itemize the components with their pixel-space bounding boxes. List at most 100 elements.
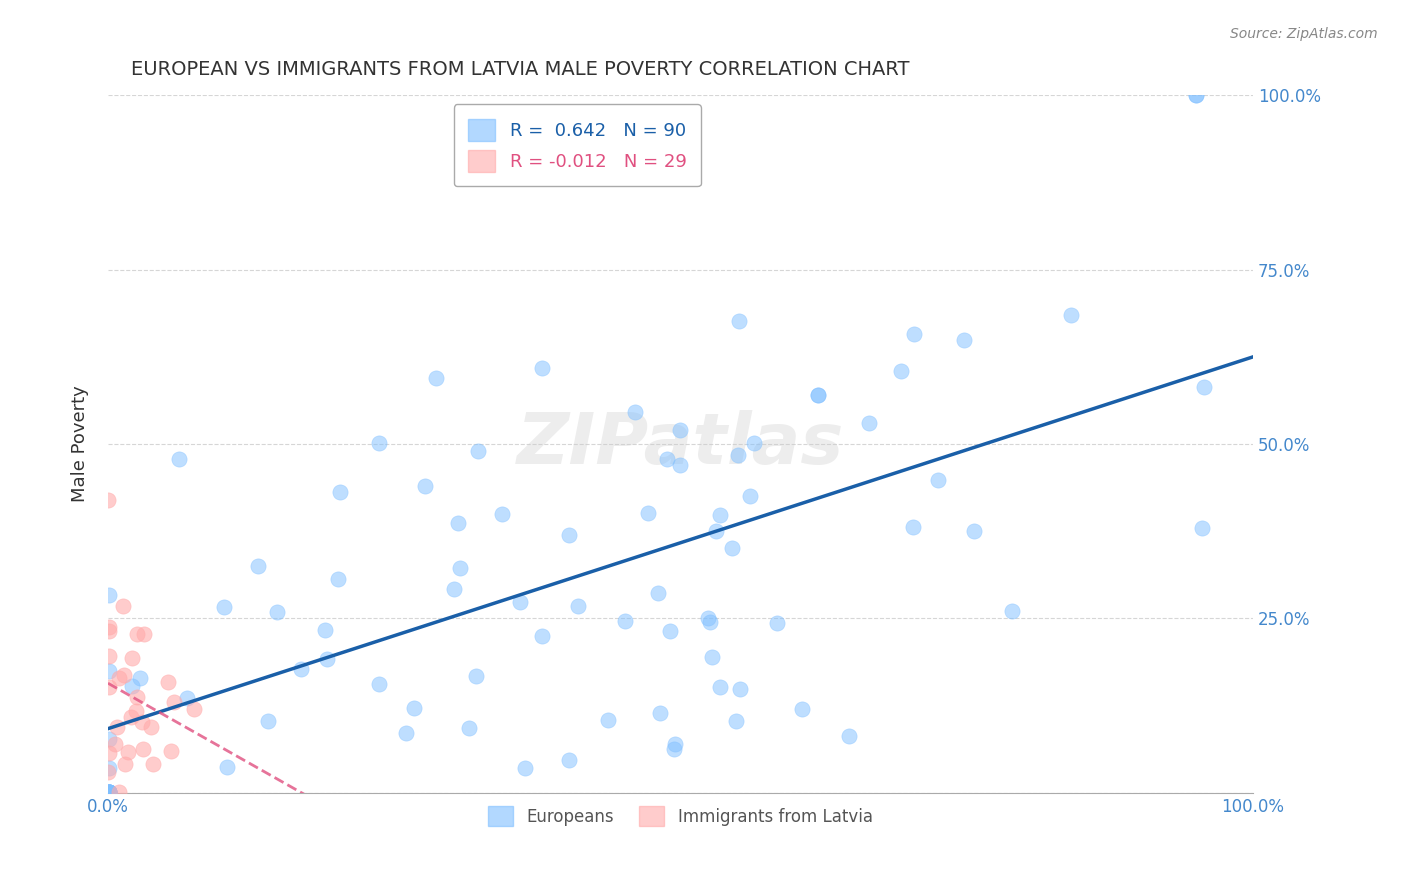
Point xyxy=(367,677,389,691)
Text: EUROPEAN VS IMMIGRANTS FROM LATVIA MALE POVERTY CORRELATION CHART: EUROPEAN VS IMMIGRANTS FROM LATVIA MALE … xyxy=(131,60,910,78)
Point xyxy=(443,582,465,597)
Point xyxy=(98,624,121,638)
Point xyxy=(727,448,749,462)
Point xyxy=(766,615,789,630)
Point xyxy=(105,720,128,734)
Point xyxy=(160,744,183,758)
Point xyxy=(212,600,235,615)
Point xyxy=(728,313,751,327)
Text: Source: ZipAtlas.com: Source: ZipAtlas.com xyxy=(1230,27,1378,41)
Point xyxy=(157,674,180,689)
Point xyxy=(98,664,121,678)
Point xyxy=(807,388,830,402)
Point xyxy=(121,679,143,693)
Point xyxy=(699,615,721,630)
Point xyxy=(326,572,349,586)
Point xyxy=(98,785,121,799)
Point xyxy=(98,785,121,799)
Point xyxy=(962,524,984,539)
Point xyxy=(266,605,288,619)
Point xyxy=(567,599,589,614)
Point xyxy=(328,484,350,499)
Point xyxy=(659,624,682,638)
Point xyxy=(98,588,121,602)
Point xyxy=(98,785,121,799)
Point xyxy=(98,785,121,799)
Point xyxy=(316,651,339,665)
Point xyxy=(98,731,121,746)
Point xyxy=(112,668,135,682)
Point xyxy=(402,700,425,714)
Point xyxy=(121,651,143,665)
Point xyxy=(111,599,134,613)
Point xyxy=(1060,308,1083,322)
Point xyxy=(513,761,536,775)
Point xyxy=(709,508,731,523)
Point xyxy=(163,695,186,709)
Point xyxy=(1191,521,1213,535)
Point xyxy=(134,626,156,640)
Point xyxy=(129,672,152,686)
Point xyxy=(176,690,198,705)
Point xyxy=(314,623,336,637)
Point xyxy=(142,756,165,771)
Point xyxy=(668,458,690,472)
Point xyxy=(953,333,976,347)
Point xyxy=(728,682,751,697)
Point xyxy=(664,737,686,751)
Point xyxy=(246,559,269,574)
Point xyxy=(108,671,131,685)
Point xyxy=(700,650,723,665)
Point xyxy=(596,713,619,727)
Point xyxy=(98,785,121,799)
Point xyxy=(104,737,127,751)
Point xyxy=(838,729,860,743)
Point xyxy=(744,436,766,450)
Point xyxy=(141,720,163,734)
Point xyxy=(662,741,685,756)
Point xyxy=(491,508,513,522)
Point xyxy=(464,669,486,683)
Point xyxy=(257,714,280,728)
Point xyxy=(215,760,238,774)
Point xyxy=(467,443,489,458)
Point xyxy=(447,516,470,530)
Point xyxy=(648,706,671,720)
Point xyxy=(124,705,146,719)
Point xyxy=(531,361,554,376)
Point xyxy=(425,371,447,385)
Point xyxy=(98,761,121,775)
Point xyxy=(98,648,121,663)
Point xyxy=(624,405,647,419)
Point xyxy=(721,541,744,556)
Point xyxy=(98,619,121,633)
Text: ZIPatlas: ZIPatlas xyxy=(517,409,844,478)
Point xyxy=(167,452,190,467)
Point xyxy=(903,326,925,341)
Point xyxy=(903,520,925,534)
Point xyxy=(669,423,692,437)
Point xyxy=(655,452,678,467)
Point xyxy=(457,721,479,735)
Point xyxy=(706,524,728,539)
Point xyxy=(449,560,471,574)
Point xyxy=(613,615,636,629)
Point xyxy=(131,714,153,729)
Point xyxy=(927,473,949,487)
Point xyxy=(367,436,389,450)
Point xyxy=(108,785,131,799)
Point xyxy=(98,746,121,760)
Point xyxy=(117,745,139,759)
Point xyxy=(1184,88,1206,103)
Point xyxy=(531,629,554,643)
Point xyxy=(97,764,120,779)
Point xyxy=(290,662,312,676)
Point xyxy=(413,479,436,493)
Point xyxy=(1184,88,1206,103)
Point xyxy=(1001,604,1024,618)
Point xyxy=(131,741,153,756)
Point xyxy=(395,726,418,740)
Point xyxy=(114,756,136,771)
Point xyxy=(1192,380,1215,394)
Point xyxy=(125,627,148,641)
